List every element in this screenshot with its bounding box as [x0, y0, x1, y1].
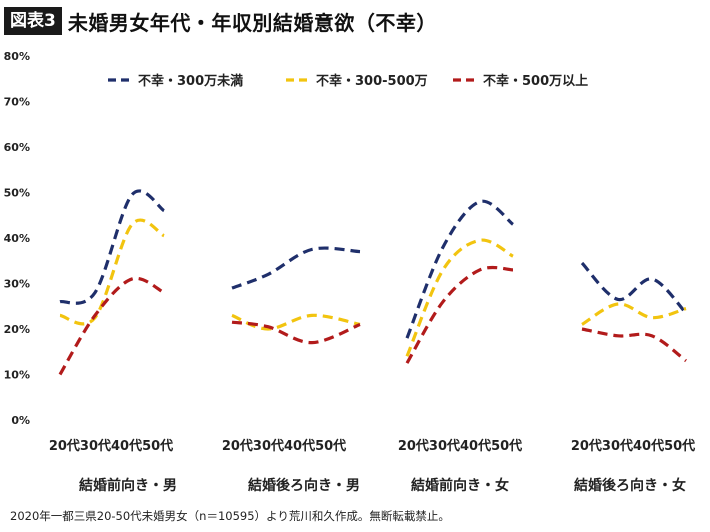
category-labels: 20代30代40代50代 [222, 438, 346, 454]
y-tick-label: 60% [4, 141, 30, 154]
source-note: 2020年一都三県20-50代未婚男女（n＝10595）より荒川和久作成。無断転… [10, 509, 450, 523]
y-tick-label: 0% [11, 414, 30, 427]
legend-label: 不幸・500万以上 [483, 73, 588, 89]
series-line [59, 189, 166, 305]
line-chart: 0%10%20%30%40%50%60%70%80%20代30代40代50代結婚… [4, 50, 696, 494]
y-tick-label: 50% [4, 187, 30, 200]
series-line [231, 320, 361, 345]
series-line [59, 218, 165, 326]
group-label: 結婚前向き・女 [411, 477, 509, 494]
series-line [580, 261, 688, 315]
category-labels: 20代30代40代50代 [571, 438, 695, 454]
series-line [581, 302, 687, 326]
group-label: 結婚後ろ向き・男 [248, 477, 360, 494]
series-line [405, 238, 514, 357]
chart-title: 未婚男女年代・年収別結婚意欲（不幸） [67, 10, 437, 35]
y-tick-label: 70% [4, 96, 30, 109]
category-labels: 20代30代40代50代 [398, 438, 522, 454]
series-line [405, 265, 514, 364]
figure-label: 図表3 [4, 7, 62, 35]
group-label: 結婚後ろ向き・女 [574, 477, 686, 494]
series-line [581, 327, 687, 363]
series-line [405, 199, 515, 339]
series-line [58, 276, 165, 376]
category-labels: 20代30代40代50代 [49, 438, 173, 454]
y-tick-label: 20% [4, 323, 30, 336]
series-line [231, 313, 361, 331]
y-tick-label: 10% [4, 369, 30, 382]
chart-header: 図表3 未婚男女年代・年収別結婚意欲（不幸） [4, 4, 437, 38]
y-tick-label: 80% [4, 50, 30, 63]
group-label: 結婚前向き・男 [79, 477, 177, 494]
y-tick-label: 40% [4, 232, 30, 245]
legend-label: 不幸・300万未満 [138, 73, 243, 89]
legend-label: 不幸・300-500万 [316, 73, 428, 89]
series-line [231, 246, 361, 290]
y-tick-label: 30% [4, 278, 30, 291]
